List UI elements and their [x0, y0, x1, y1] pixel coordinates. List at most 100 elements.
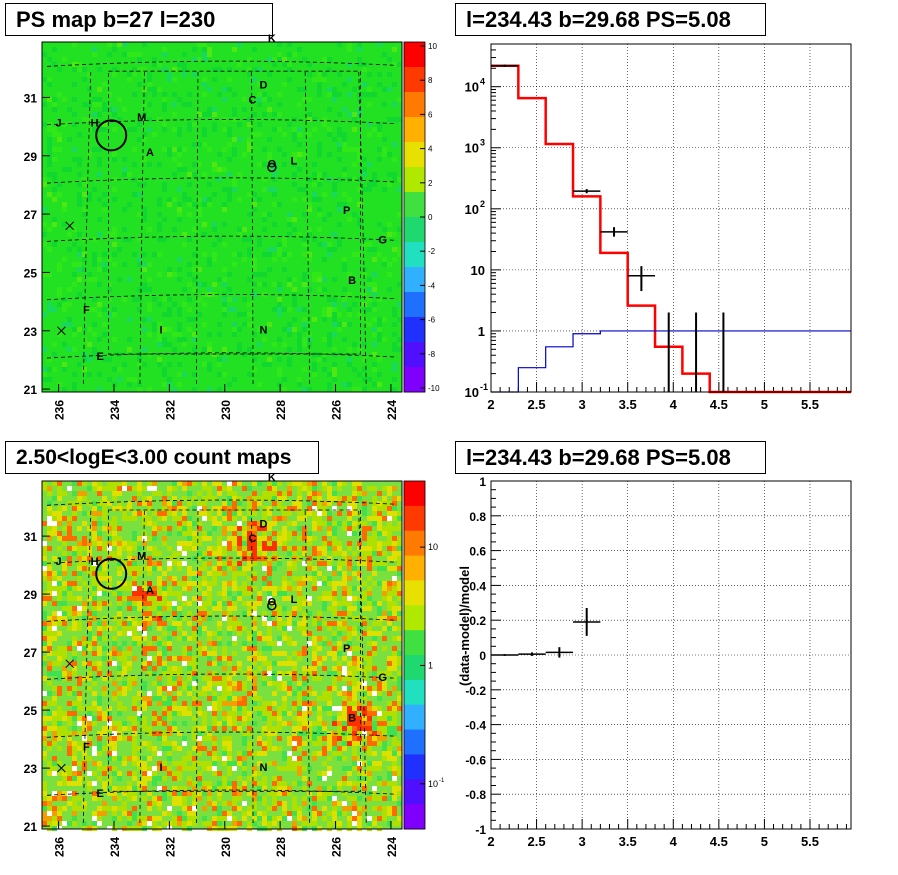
map-pixel: [387, 601, 392, 606]
map-pixel: [172, 626, 177, 631]
map-pixel: [332, 746, 337, 751]
map-pixel: [282, 671, 287, 676]
map-pixel: [97, 147, 102, 152]
map-pixel: [237, 586, 242, 591]
map-pixel: [297, 337, 302, 342]
map-pixel: [372, 516, 377, 521]
map-pixel: [347, 651, 352, 656]
map-pixel: [247, 561, 252, 566]
map-pixel: [252, 207, 257, 212]
map-pixel: [352, 491, 357, 496]
map-pixel: [42, 481, 47, 486]
map-pixel: [392, 47, 397, 52]
map-pixel: [112, 551, 117, 556]
map-pixel: [92, 821, 97, 826]
map-pixel: [227, 142, 232, 147]
map-pixel: [287, 766, 292, 771]
map-pixel: [157, 342, 162, 347]
map-pixel: [212, 821, 217, 826]
map-pixel: [112, 177, 117, 182]
map-pixel: [177, 771, 182, 776]
map-pixel: [342, 287, 347, 292]
map-pixel: [332, 721, 337, 726]
map-pixel: [177, 521, 182, 526]
map-pixel: [382, 591, 387, 596]
map-pixel: [312, 751, 317, 756]
map-pixel: [322, 776, 327, 781]
map-pixel: [157, 651, 162, 656]
map-pixel: [392, 142, 397, 147]
map-pixel: [257, 666, 262, 671]
map-pixel: [112, 726, 117, 731]
map-pixel: [287, 711, 292, 716]
map-pixel: [282, 816, 287, 821]
map-pixel: [197, 751, 202, 756]
map-pixel: [162, 122, 167, 127]
map-pixel: [212, 816, 217, 821]
map-pixel: [72, 347, 77, 352]
map-pixel: [237, 342, 242, 347]
map-pixel: [92, 651, 97, 656]
map-pixel: [372, 511, 377, 516]
map-pixel: [317, 561, 322, 566]
map-pixel: [272, 651, 277, 656]
map-pixel: [372, 362, 377, 367]
map-pixel: [347, 92, 352, 97]
map-pixel: [157, 636, 162, 641]
map-pixel: [337, 566, 342, 571]
map-pixel: [172, 786, 177, 791]
map-pixel: [117, 726, 122, 731]
map-pixel: [162, 821, 167, 826]
map-pixel: [162, 541, 167, 546]
map-pixel: [272, 661, 277, 666]
map-pixel: [197, 691, 202, 696]
y-tick-label: 10: [465, 385, 479, 400]
map-pixel: [62, 526, 67, 531]
x-tick-label: 2: [487, 834, 494, 849]
map-pixel: [337, 481, 342, 486]
map-pixel: [377, 157, 382, 162]
map-pixel: [327, 57, 332, 62]
map-pixel: [332, 491, 337, 496]
map-pixel: [287, 67, 292, 72]
map-pixel: [257, 82, 262, 87]
map-pixel: [397, 636, 402, 641]
map-pixel: [282, 701, 287, 706]
map-pixel: [272, 222, 277, 227]
map-pixel: [347, 731, 352, 736]
map-pixel: [337, 157, 342, 162]
map-pixel: [352, 701, 357, 706]
map-pixel: [222, 721, 227, 726]
map-pixel: [347, 601, 352, 606]
map-pixel: [177, 706, 182, 711]
map-cross-marker: [57, 763, 66, 773]
map-pixel: [137, 287, 142, 292]
map-pixel: [257, 501, 262, 506]
map-pixel: [142, 217, 147, 222]
map-pixel: [82, 651, 87, 656]
map-pixel: [92, 257, 97, 262]
y-tick-label: 25: [24, 266, 38, 280]
map-pixel: [312, 801, 317, 806]
map-pixel: [102, 501, 107, 506]
map-grid-meridian: [82, 510, 92, 825]
map-pixel: [282, 511, 287, 516]
map-pixel: [252, 257, 257, 262]
map-pixel: [237, 761, 242, 766]
map-pixel: [47, 701, 52, 706]
map-pixel: [317, 511, 322, 516]
map-pixel: [122, 706, 127, 711]
map-pixel: [202, 496, 207, 501]
map-pixel: [232, 107, 237, 112]
map-pixel: [247, 611, 252, 616]
map-pixel: [287, 122, 292, 127]
map-grid-parallel: [46, 789, 398, 796]
map-pixel: [207, 551, 212, 556]
map-pixel: [42, 122, 47, 127]
map-pixel: [382, 681, 387, 686]
map-pixel: [142, 816, 147, 821]
map-pixel: [167, 267, 172, 272]
map-pixel: [392, 776, 397, 781]
map-pixel: [352, 506, 357, 511]
map-pixel: [317, 142, 322, 147]
